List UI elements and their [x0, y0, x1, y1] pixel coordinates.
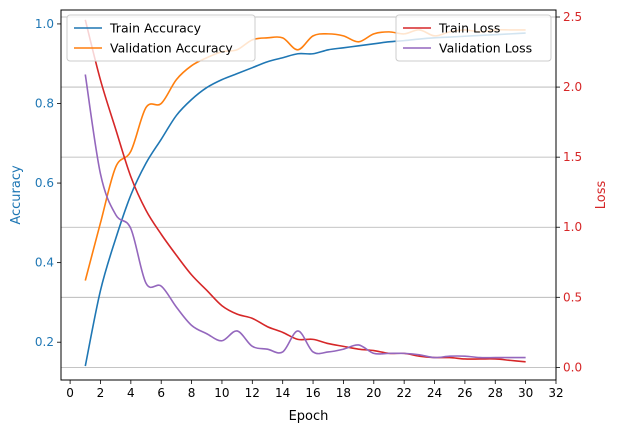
- train-loss-line: [84, 19, 526, 363]
- y-right-tick-label: 2.5: [563, 10, 582, 24]
- x-axis: 0 2 4 6 8 10 12 14 16 18 20 22 24 26 28 30 32: [66, 380, 564, 400]
- y-axis-label-right: Loss: [594, 181, 609, 210]
- validation-loss-line: [84, 74, 526, 359]
- x-tick-label: 30: [518, 386, 533, 400]
- x-tick-label: 6: [157, 386, 165, 400]
- x-tick-label: 8: [188, 386, 196, 400]
- x-tick-label: 14: [275, 386, 290, 400]
- y-left-tick-label: 1.0: [35, 17, 54, 31]
- x-tick-label: 10: [214, 386, 229, 400]
- x-tick-label: 12: [245, 386, 260, 400]
- y-right-tick-label: 1.5: [563, 150, 582, 164]
- x-tick-label: 22: [397, 386, 412, 400]
- y-right-tick-label: 1.0: [563, 220, 582, 234]
- y-left-tick-label: 0.6: [35, 176, 54, 190]
- legend-train-loss-label: Train Loss: [438, 21, 500, 36]
- legend-validation-accuracy-label: Validation Accuracy: [110, 41, 233, 56]
- legend-box: [66, 14, 256, 62]
- y-axis-left: 0.2 0.4 0.6 0.8 1.0: [35, 17, 61, 349]
- x-tick-label: 4: [127, 386, 135, 400]
- legend-right: Train Loss Validation Loss: [395, 14, 552, 62]
- x-tick-label: 2: [97, 386, 105, 400]
- y-axis-label-left: Accuracy: [9, 165, 24, 225]
- y-right-tick-label: 2.0: [563, 80, 582, 94]
- y-left-tick-label: 0.8: [35, 96, 54, 110]
- x-tick-label: 28: [488, 386, 503, 400]
- x-tick-label: 16: [305, 386, 320, 400]
- y-right-tick-label: 0.0: [563, 360, 582, 374]
- legend-train-accuracy-label: Train Accuracy: [109, 21, 202, 36]
- gridlines: [61, 16, 556, 368]
- plot-frame: [60, 9, 557, 381]
- series-lines: [84, 19, 526, 367]
- x-tick-label: 26: [457, 386, 472, 400]
- legend-box: [395, 14, 552, 62]
- x-tick-label: 32: [548, 386, 563, 400]
- x-tick-label: 20: [366, 386, 381, 400]
- legend-left: Train Accuracy Validation Accuracy: [66, 14, 256, 62]
- y-left-tick-label: 0.4: [35, 256, 54, 270]
- y-left-tick-label: 0.2: [35, 335, 54, 349]
- x-tick-label: 24: [427, 386, 442, 400]
- x-tick-label: 0: [66, 386, 74, 400]
- y-axis-right: 0.0 0.5 1.0 1.5 2.0 2.5: [556, 10, 582, 374]
- x-tick-label: 18: [336, 386, 351, 400]
- train-accuracy-line: [84, 32, 526, 367]
- x-axis-label: Epoch: [289, 409, 329, 424]
- legend-validation-loss-label: Validation Loss: [439, 41, 532, 56]
- y-right-tick-label: 0.5: [563, 290, 582, 304]
